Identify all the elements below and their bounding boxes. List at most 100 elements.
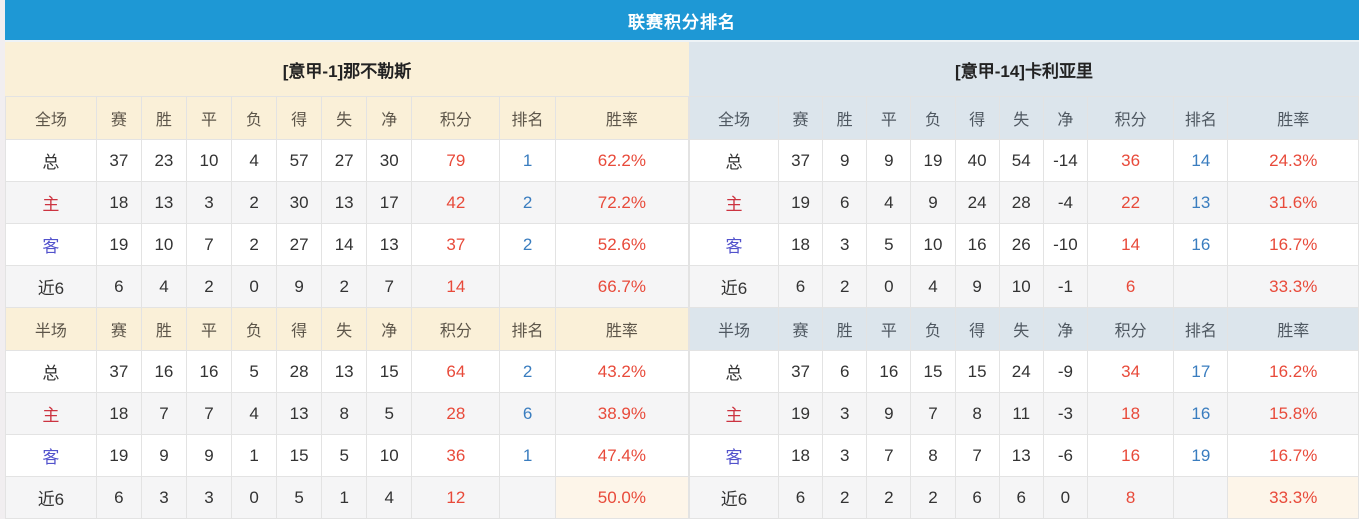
rank-value: 14 <box>1173 139 1229 182</box>
row-label: 总 <box>689 350 779 393</box>
page-title-bar: 联赛积分排名 <box>5 0 1359 42</box>
column-header: 平 <box>866 96 912 140</box>
stat-value: 9 <box>276 265 323 308</box>
column-header: 平 <box>185 307 233 351</box>
row-label: 近6 <box>5 265 97 308</box>
rank-value: 2 <box>499 350 556 393</box>
stat-value: 16 <box>185 350 233 393</box>
stat-value: 3 <box>140 476 187 519</box>
points-value: 8 <box>1086 476 1175 519</box>
column-header: 赛 <box>777 307 824 351</box>
stat-value: 30 <box>276 181 323 224</box>
stat-value: 1 <box>231 434 278 477</box>
column-header-rate: 胜率 <box>1227 96 1359 140</box>
stat-value: 13 <box>321 350 368 393</box>
half-match-section: 半场赛胜平负得失净积分 排名 胜率总 37 6 16 15 15 24 -9 34 17 16.2% 主 1… <box>689 307 1359 519</box>
page-title: 联赛积分排名 <box>628 12 736 32</box>
stat-value: 14 <box>321 223 368 266</box>
stat-value: 15 <box>954 350 1000 393</box>
stat-value: -3 <box>1042 392 1088 435</box>
stat-value: 16 <box>866 350 912 393</box>
section-label: 半场 <box>689 307 779 351</box>
row-label: 近6 <box>689 476 779 519</box>
rank-value: 1 <box>499 434 556 477</box>
stat-value: 26 <box>998 223 1044 266</box>
section-header-row: 半场赛胜平负得失净积分 排名 胜率 <box>5 307 690 351</box>
stat-value: 0 <box>1042 476 1088 519</box>
stat-value: 6 <box>777 476 824 519</box>
column-header: 胜 <box>140 307 187 351</box>
stat-value: 2 <box>231 223 278 266</box>
column-header: 赛 <box>95 307 142 351</box>
half-match-section: 半场赛胜平负得失净积分 排名 胜率总 37 16 16 5 28 13 15 64 2 43.2% 主 18… <box>5 307 690 519</box>
row-label: 主 <box>689 181 779 224</box>
stat-value: 5 <box>321 434 368 477</box>
stat-value: 13 <box>321 181 368 224</box>
stat-value: 9 <box>822 139 868 182</box>
stat-value: 10 <box>366 434 413 477</box>
stat-value: 7 <box>366 265 413 308</box>
rate-value: 43.2% <box>554 350 690 393</box>
stat-value: 9 <box>954 265 1000 308</box>
row-label: 近6 <box>689 265 779 308</box>
column-header-rate: 胜率 <box>554 307 690 351</box>
stat-value: 19 <box>95 434 142 477</box>
stat-value: 18 <box>777 434 824 477</box>
row-label: 主 <box>689 392 779 435</box>
stat-value: 6 <box>95 265 142 308</box>
team-panel-left: [意甲-1]那不勒斯 全场赛胜平负得失净积分 排名 胜率总 37 23 10 4 57 27 30… <box>5 42 690 519</box>
stat-value: 5 <box>231 350 278 393</box>
column-header: 失 <box>321 96 368 140</box>
stat-value: 5 <box>276 476 323 519</box>
stat-value: 19 <box>777 392 824 435</box>
stat-value: 19 <box>777 181 824 224</box>
rate-value: 33.3% <box>1227 265 1359 308</box>
stat-value: 6 <box>777 265 824 308</box>
points-value: 12 <box>411 476 501 519</box>
points-value: 14 <box>1086 223 1175 266</box>
stat-value: 4 <box>866 181 912 224</box>
column-header-points: 积分 <box>411 96 501 140</box>
column-header: 赛 <box>777 96 824 140</box>
stats-row: 近6 6 2 2 2 6 6 0 8 33.3% <box>689 476 1359 519</box>
stat-value: 2 <box>321 265 368 308</box>
column-header-points: 积分 <box>1086 96 1175 140</box>
column-header: 赛 <box>95 96 142 140</box>
section-label: 全场 <box>689 96 779 140</box>
stats-table-right: 全场赛胜平负得失净积分 排名 胜率总 37 9 9 19 40 54 -14 36 14 24.3% 主 1… <box>689 96 1359 519</box>
stat-value: 6 <box>95 476 142 519</box>
stat-value: 8 <box>910 434 956 477</box>
stat-value: 7 <box>954 434 1000 477</box>
section-header-row: 全场赛胜平负得失净积分 排名 胜率 <box>689 96 1359 140</box>
stat-value: 24 <box>954 181 1000 224</box>
points-value: 16 <box>1086 434 1175 477</box>
stat-value: 4 <box>231 392 278 435</box>
points-value: 14 <box>411 265 501 308</box>
stat-value: 24 <box>998 350 1044 393</box>
stat-value: -4 <box>1042 181 1088 224</box>
row-label: 总 <box>5 139 97 182</box>
stats-row: 近6 6 3 3 0 5 1 4 12 50.0% <box>5 476 690 519</box>
stat-value: 28 <box>998 181 1044 224</box>
stat-value: 7 <box>866 434 912 477</box>
stat-value: -14 <box>1042 139 1088 182</box>
column-header: 负 <box>910 96 956 140</box>
column-header-rank: 排名 <box>499 96 556 140</box>
stat-value: 1 <box>321 476 368 519</box>
stat-value: 15 <box>276 434 323 477</box>
rank-value: 6 <box>499 392 556 435</box>
rate-value: 62.2% <box>554 139 690 182</box>
rate-value: 33.3% <box>1227 476 1359 519</box>
stats-row: 近6 6 2 0 4 9 10 -1 6 33.3% <box>689 265 1359 308</box>
rate-value: 16.7% <box>1227 434 1359 477</box>
stat-value: 37 <box>777 139 824 182</box>
section-label: 半场 <box>5 307 97 351</box>
stats-row: 客 19 10 7 2 27 14 13 37 2 52.6% <box>5 223 690 266</box>
stat-value: 19 <box>95 223 142 266</box>
stat-value: 8 <box>321 392 368 435</box>
row-label: 近6 <box>5 476 97 519</box>
stat-value: 16 <box>140 350 187 393</box>
points-value: 79 <box>411 139 501 182</box>
stat-value: 6 <box>998 476 1044 519</box>
stats-table-left: 全场赛胜平负得失净积分 排名 胜率总 37 23 10 4 57 27 30 79 1 62.2% 主 18… <box>5 96 690 519</box>
